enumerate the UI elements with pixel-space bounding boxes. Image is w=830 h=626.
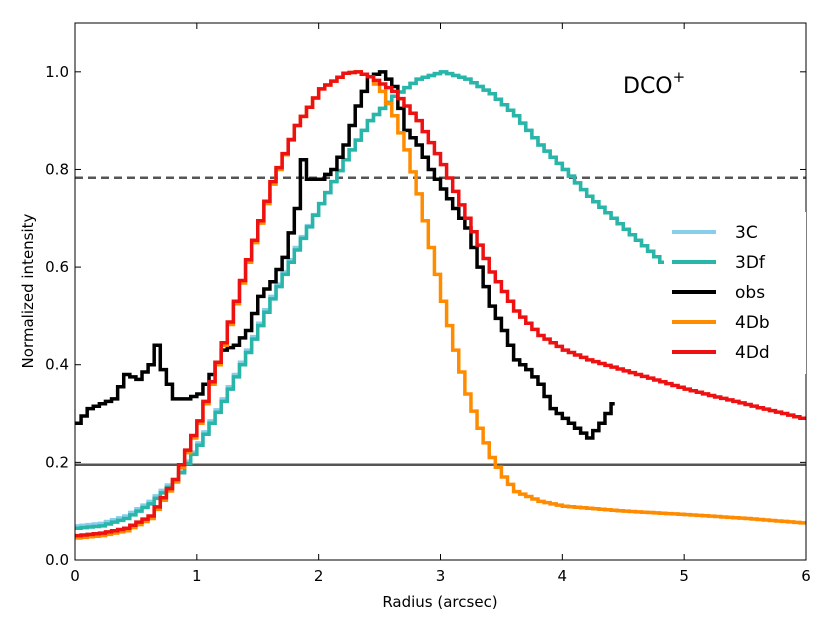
legend-label: 4Dd <box>735 343 770 363</box>
legend-label: 3Df <box>735 253 766 273</box>
x-tick-label: 6 <box>801 567 811 585</box>
annotation-superscript: + <box>673 68 686 86</box>
series-4dd-line <box>75 70 806 538</box>
axis-ticks: 0 1 2 3 4 5 6 0.0 0.2 0.4 0.6 0.8 1.0 <box>45 23 811 585</box>
legend-label: 4Db <box>735 313 770 333</box>
legend-label: 3C <box>735 223 758 243</box>
legend: 3C 3Df obs 4Db 4Dd <box>664 212 806 374</box>
x-tick-label: 1 <box>192 567 202 585</box>
x-tick-label: 4 <box>558 567 568 585</box>
x-tick-label: 3 <box>436 567 446 585</box>
x-tick-label: 5 <box>679 567 689 585</box>
series-obs-line <box>75 70 615 440</box>
legend-label: obs <box>735 283 765 303</box>
annotation-label: DCO <box>623 74 673 99</box>
x-tick-label: 0 <box>70 567 80 585</box>
x-axis-title: Radius (arcsec) <box>382 593 497 611</box>
y-tick-label: 0.4 <box>45 356 69 374</box>
y-tick-label: 1.0 <box>45 63 69 81</box>
y-tick-label: 0.0 <box>45 551 69 569</box>
annotation: DCO+ <box>623 68 685 99</box>
y-axis-title: Normalized intensity <box>19 213 37 368</box>
y-tick-label: 0.2 <box>45 453 69 471</box>
y-tick-label: 0.8 <box>45 160 69 178</box>
x-tick-label: 2 <box>314 567 324 585</box>
y-tick-label: 0.6 <box>45 258 69 276</box>
